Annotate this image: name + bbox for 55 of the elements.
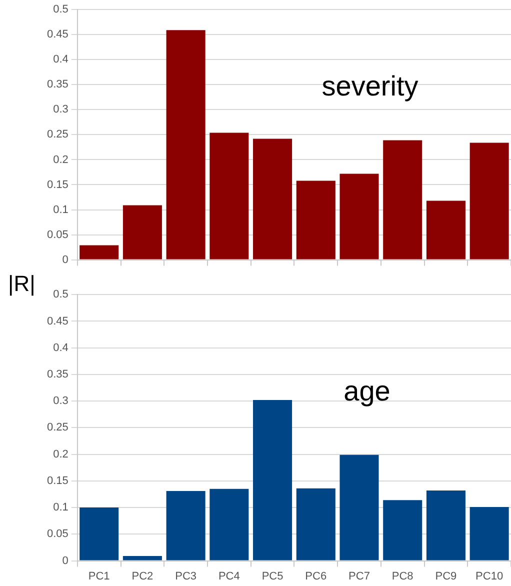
bar [383,500,422,560]
x-tick-label: PC4 [218,570,240,582]
y-tick-label: 0 [62,254,68,266]
y-tick-label: 0.05 [46,228,68,241]
y-tick-label: 0.5 [53,4,68,16]
x-tick-label: PC8 [392,570,414,582]
y-tick-label: 0.15 [46,474,68,487]
y-tick-label: 0.3 [53,395,68,408]
y-tick-label: 0.1 [53,502,68,514]
y-tick-label: 0.4 [53,54,68,66]
y-tick-label: 0.3 [53,104,68,116]
y-tick-label: 0.1 [53,204,68,216]
y-tick-label: 0.2 [53,154,68,166]
bar [470,142,509,260]
bar [340,174,379,260]
x-tick-label: PC9 [435,570,457,582]
bar [210,132,249,260]
bar [80,508,119,560]
bar [122,205,162,260]
annotation: age [344,376,390,407]
bar [166,30,206,260]
annotation: severity [322,70,418,102]
bar [80,245,119,260]
y-tick-label: 0 [62,554,68,567]
x-tick-label: PC7 [348,570,370,582]
y-tick-label: 0.2 [53,448,68,460]
y-tick-label: 0.25 [46,128,68,141]
y-axis-title: |R| [8,271,36,297]
bar [426,200,466,260]
bar [426,490,466,560]
x-tick-label: PC3 [175,570,197,582]
bar [383,140,422,260]
y-tick-label: 0.5 [53,288,68,301]
y-tick-label: 0.25 [46,422,68,434]
y-tick-label: 0.05 [46,528,68,540]
bar [253,138,292,260]
x-tick-label: PC2 [132,570,154,582]
bar [122,556,162,560]
x-tick-label: PC6 [305,570,327,582]
x-tick-label: PC1 [88,570,110,582]
y-tick-label: 0.45 [46,315,68,328]
x-tick-label: PC10 [476,570,504,582]
y-tick-label: 0.35 [46,368,68,380]
bar [253,400,292,560]
bar [166,491,206,560]
bar [210,488,249,560]
bar [340,454,379,560]
bar [296,488,336,560]
bar [296,180,336,260]
y-tick-label: 0.4 [53,342,68,354]
x-tick-label: PC5 [262,570,284,582]
y-tick-label: 0.35 [46,78,68,91]
y-tick-label: 0.45 [46,28,68,41]
bar [470,507,509,560]
y-tick-label: 0.15 [46,178,68,191]
